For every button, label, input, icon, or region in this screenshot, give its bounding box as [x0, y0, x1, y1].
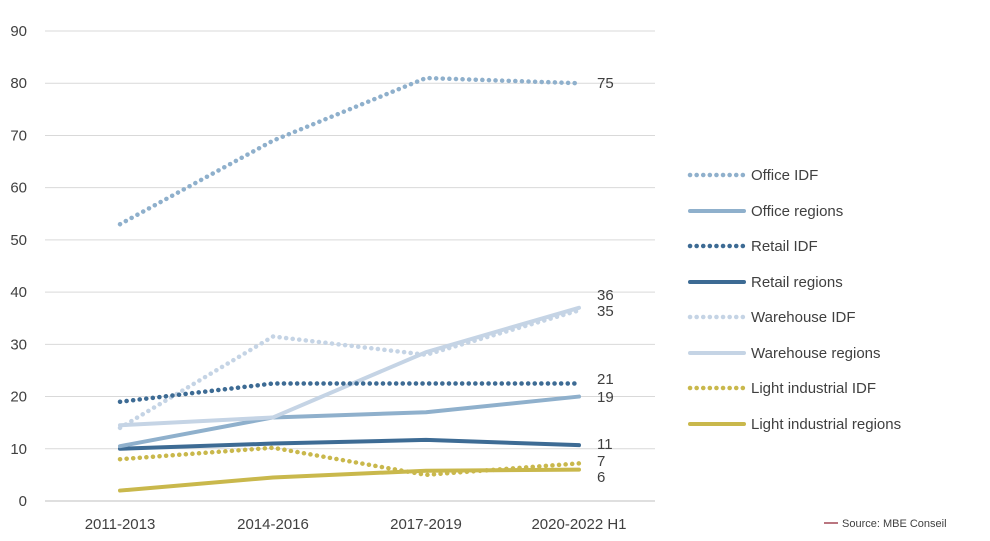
- x-axis-ticks: 2011-2013 2014-2016 2017-2019 2020-2022 H1: [85, 516, 627, 533]
- legend-label: Office regions: [751, 203, 843, 220]
- source-text: Source: MBE Conseil: [842, 518, 947, 530]
- gridlines: [45, 30, 655, 502]
- end-label: 6: [597, 469, 605, 486]
- end-label: 21: [597, 371, 614, 388]
- legend-label: Retail regions: [751, 274, 843, 291]
- source-note: Source: MBE Conseil: [824, 518, 947, 530]
- series-line-office-regions: [118, 394, 581, 449]
- legend: Office IDF Office regions Retail IDF Retail…: [687, 167, 901, 433]
- y-tick-label: 30: [10, 336, 27, 353]
- x-tick-label: 2011-2013: [85, 516, 156, 533]
- y-tick-label: 60: [10, 180, 27, 197]
- y-tick-label: 40: [10, 284, 27, 301]
- legend-label: Warehouse IDF: [751, 309, 855, 326]
- end-label: 35: [597, 303, 614, 320]
- legend-label: Light industrial regions: [751, 416, 901, 433]
- series-line-retail-idf: [117, 381, 582, 405]
- series-line-light-industrial-regions: [118, 467, 581, 493]
- end-label: 7: [597, 453, 605, 470]
- x-tick-label: 2014-2016: [237, 516, 309, 533]
- legend-label: Office IDF: [751, 167, 818, 184]
- legend-label: Retail IDF: [751, 238, 818, 255]
- end-label: 11: [597, 436, 613, 453]
- series-lines: [117, 75, 582, 493]
- y-tick-label: 0: [19, 493, 27, 510]
- y-tick-label: 50: [10, 232, 27, 249]
- series-line-warehouse-idf: [117, 308, 582, 431]
- end-label: 75: [597, 75, 614, 92]
- legend-label: Warehouse regions: [751, 345, 881, 362]
- series-line-office-idf: [117, 75, 582, 227]
- legend-label: Light industrial IDF: [751, 380, 876, 397]
- x-tick-label: 2020-2022 H1: [531, 516, 626, 533]
- y-tick-label: 70: [10, 127, 27, 144]
- y-tick-label: 90: [10, 23, 27, 40]
- series-line-light-industrial-idf: [117, 445, 582, 478]
- series-line-retail-regions: [118, 437, 581, 451]
- x-tick-label: 2017-2019: [390, 516, 462, 533]
- y-tick-label: 10: [10, 441, 27, 458]
- y-tick-label: 20: [10, 389, 27, 406]
- end-label: 19: [597, 389, 614, 406]
- series-line-warehouse-regions: [118, 305, 581, 428]
- y-axis-ticks: 0 10 20 30 40 50 60 70 80 90: [10, 23, 27, 510]
- end-label: 36: [597, 287, 614, 304]
- y-tick-label: 80: [10, 75, 27, 92]
